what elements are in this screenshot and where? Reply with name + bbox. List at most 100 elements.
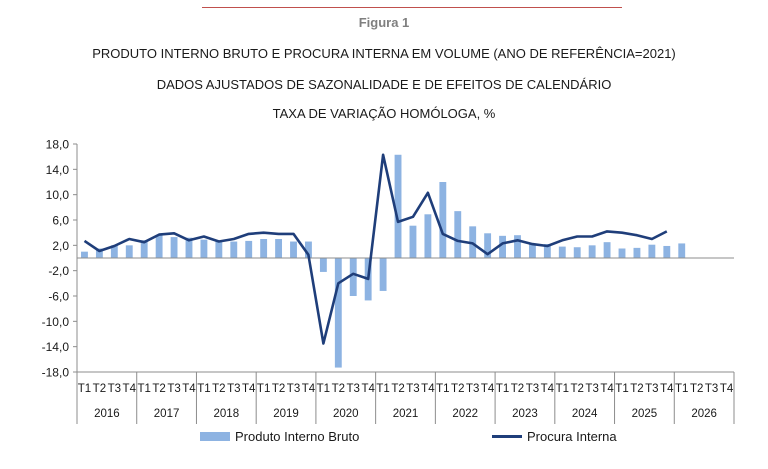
x-quarter-label: T4 (541, 383, 555, 395)
y-tick-label: 6,0 (52, 214, 69, 228)
x-quarter-label: T2 (272, 383, 285, 395)
bar (140, 240, 148, 258)
x-quarter-label: T3 (526, 383, 539, 395)
y-tick-label: 14,0 (46, 163, 70, 177)
x-year-label: 2022 (452, 408, 478, 420)
x-year-label: 2016 (94, 408, 120, 420)
bar (588, 245, 596, 258)
y-tick-label: 10,0 (46, 188, 70, 202)
bar (185, 237, 193, 258)
x-quarter-label: T1 (556, 383, 569, 395)
x-quarter-label: T2 (391, 383, 404, 395)
y-tick-label: 18,0 (46, 138, 70, 152)
x-year-label: 2023 (512, 408, 538, 420)
y-axis: 18,0 14,0 10,0 6,0 2,0 -2,0 -6,0 -10,0 -14,0 -18,… (42, 138, 78, 380)
x-year-label: 2017 (154, 408, 180, 420)
bar (200, 239, 208, 258)
x-quarter-label: T4 (361, 383, 375, 395)
bar (573, 247, 581, 258)
bar (603, 242, 611, 258)
bar (110, 245, 118, 258)
legend-line-label: Procura Interna (527, 429, 617, 444)
bar (663, 245, 671, 258)
bar (125, 245, 133, 258)
x-quarter-label: T2 (332, 383, 345, 395)
x-quarter-label: T4 (242, 383, 256, 395)
bar (633, 247, 641, 258)
bar (514, 235, 521, 258)
x-quarter-label: T2 (93, 383, 106, 395)
legend-line-swatch (492, 435, 522, 438)
line-series (83, 153, 668, 345)
bar (543, 244, 551, 258)
x-quarter-label: T4 (600, 383, 614, 395)
x-quarter-label: T3 (705, 383, 718, 395)
x-quarter-label: T2 (152, 383, 165, 395)
x-quarter-label: T4 (421, 383, 435, 395)
x-quarter-label: T3 (406, 383, 419, 395)
bar (319, 258, 327, 272)
bar (230, 241, 238, 258)
bar (409, 225, 417, 258)
bar (528, 244, 536, 258)
x-quarter-label: T1 (376, 383, 389, 395)
x-quarter-label: T3 (466, 383, 479, 395)
bar (155, 235, 163, 258)
x-quarter-label: T2 (690, 383, 703, 395)
x-quarter-label: T1 (615, 383, 628, 395)
x-quarter-label: T1 (197, 383, 210, 395)
y-tick-label: 2,0 (52, 239, 69, 253)
top-rule (202, 7, 622, 8)
x-year-label: 2021 (393, 408, 419, 420)
x-quarter-label: T3 (227, 383, 240, 395)
x-year-label: 2025 (632, 408, 658, 420)
x-quarter-label: T1 (496, 383, 509, 395)
x-quarter-label: T1 (317, 383, 330, 395)
bar (334, 258, 342, 368)
bar (290, 241, 297, 258)
x-quarter-label: T2 (451, 383, 464, 395)
bar (305, 241, 312, 258)
bar (260, 239, 268, 258)
x-quarter-label: T4 (481, 383, 495, 395)
bar (648, 244, 656, 258)
chart-subtitle-2: TAXA DE VARIAÇÃO HOMÓLOGA, % (272, 106, 496, 121)
x-quarter-label: T2 (571, 383, 584, 395)
x-quarter-label: T4 (123, 383, 137, 395)
bar (558, 246, 566, 258)
x-quarter-label: T3 (108, 383, 121, 395)
bar (170, 237, 178, 258)
x-quarter-label: T3 (167, 383, 180, 395)
figure-label: Figura 1 (358, 15, 410, 30)
x-axis: T1 T2 T3 T4 T1 T2 T3 T4 T1 T2 T3 T4 T1 T2 T3 T4 T1 T2 T3 T4… (76, 371, 735, 424)
bar (95, 248, 103, 258)
bar (394, 154, 402, 258)
x-quarter-label: T2 (630, 383, 643, 395)
bar (379, 258, 387, 291)
x-year-label: 2020 (333, 408, 359, 420)
bar (424, 214, 432, 258)
chart-subtitle: DADOS AJUSTADOS DE SAZONALIDADE E DE EFE… (156, 77, 612, 92)
x-quarter-label: T3 (645, 383, 658, 395)
x-quarter-label: T1 (257, 383, 270, 395)
y-tick-label: -10,0 (42, 315, 70, 329)
bar (618, 248, 626, 258)
x-quarter-label: T1 (78, 383, 91, 395)
x-quarter-label: T3 (347, 383, 360, 395)
bar (499, 235, 506, 258)
x-quarter-label: T4 (660, 383, 674, 395)
bar (215, 241, 223, 258)
x-quarter-label: T1 (137, 383, 150, 395)
bar (245, 240, 253, 258)
bar (81, 251, 88, 258)
x-year-label: 2026 (691, 408, 717, 420)
bar-series (81, 154, 686, 368)
y-tick-label: -14,0 (42, 340, 70, 354)
bar (484, 233, 492, 258)
x-quarter-label: T1 (675, 383, 688, 395)
y-tick-label: -18,0 (42, 366, 70, 380)
x-quarter-label: T4 (302, 383, 316, 395)
x-quarter-label: T3 (585, 383, 598, 395)
line-path (83, 153, 668, 345)
